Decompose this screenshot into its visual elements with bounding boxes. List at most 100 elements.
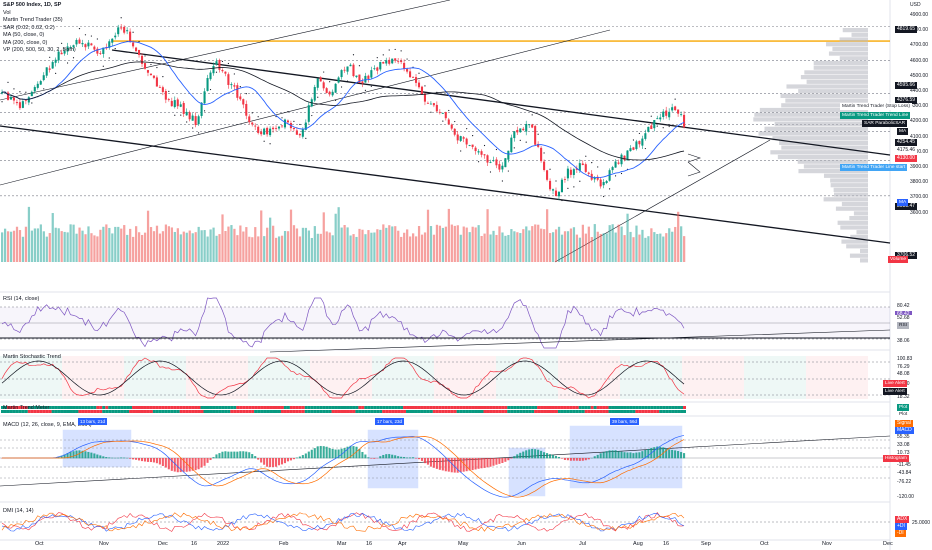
sar-dot <box>483 144 486 147</box>
candle-body <box>301 129 304 137</box>
macd-histogram-bar <box>665 448 668 459</box>
trend-meter-cell <box>560 410 564 413</box>
macd-histogram-bar <box>179 458 182 473</box>
stochastic-pane-title[interactable]: Martin Stochastic Trend <box>3 354 61 360</box>
trend-meter-cell <box>590 410 594 413</box>
candle-body <box>331 91 334 96</box>
volume-bar <box>212 227 215 262</box>
candle-body <box>382 62 385 64</box>
rsi-pane-title[interactable]: RSI (14, close) <box>3 296 40 302</box>
trend-meter-cell <box>563 406 567 409</box>
trend-meter-cell <box>194 406 198 409</box>
trend-meter-pane-title[interactable]: Martin Trend Meter <box>3 405 50 411</box>
sar-dot <box>43 88 45 90</box>
volume-bar <box>215 235 218 262</box>
trend-meter-cell <box>102 410 106 413</box>
macd-histogram-bar <box>152 458 155 463</box>
macd-histogram-bar <box>549 454 552 459</box>
candle-body <box>307 105 310 122</box>
stochastic-zone <box>434 356 496 399</box>
trend-meter-cell <box>334 410 338 413</box>
candle-body <box>75 39 78 45</box>
trend-meter-cell <box>680 406 684 409</box>
price-tag: 4595.66 <box>895 82 918 89</box>
dmi-pane-title[interactable]: DMI (14, 14) <box>3 508 34 514</box>
candle-body <box>674 106 677 111</box>
stochastic-zone <box>558 356 620 399</box>
volume-bar <box>516 232 519 262</box>
volume-bar <box>641 229 644 262</box>
volume-bar <box>30 230 34 262</box>
live-alert-tag: Live Alert <box>883 380 907 387</box>
volume-bar <box>590 237 593 262</box>
trend-meter-cell <box>78 406 82 409</box>
candle-body <box>468 145 471 146</box>
macd-histogram-bar <box>677 451 680 459</box>
trend-meter-cell <box>581 410 585 413</box>
sar-dot <box>555 180 557 182</box>
volume-profile-bar <box>797 159 868 164</box>
volume-bar <box>126 234 129 262</box>
trend-meter-cell <box>155 406 159 409</box>
sar-dot <box>245 93 247 95</box>
candle-body <box>188 112 191 120</box>
candle-body <box>179 104 182 107</box>
trend-meter-cell <box>623 410 627 413</box>
volume-bar <box>81 230 84 262</box>
macd-histogram-bar <box>352 446 355 459</box>
trend-meter-cell <box>117 410 121 413</box>
trend-meter-cell <box>608 406 612 409</box>
candle-body <box>218 60 221 70</box>
volume-bar <box>337 207 340 262</box>
candle-body <box>647 126 650 132</box>
trend-meter-cell <box>453 410 457 413</box>
trend-meter-cell <box>575 406 579 409</box>
legend-item: Vol <box>3 10 11 16</box>
candle-body <box>662 111 665 118</box>
candle-body <box>513 131 516 139</box>
macd-histogram-bar <box>516 454 519 459</box>
trend-meter-cell <box>215 406 219 409</box>
macd-pane-title[interactable]: MACD (12, 26, close, 9, EMA, EMA) <box>3 422 92 428</box>
macd-histogram-bar <box>123 457 126 459</box>
sar-dot <box>49 56 51 58</box>
volume-bar <box>638 234 641 262</box>
candle-body <box>81 43 84 45</box>
trend-meter-cell <box>36 410 40 413</box>
trend-meter-cell <box>152 410 156 413</box>
trend-meter-cell <box>677 410 681 413</box>
candle-body <box>191 115 194 121</box>
sar-dot <box>323 71 325 73</box>
macd-histogram-bar <box>269 458 272 468</box>
stochastic-zone <box>620 356 682 399</box>
candle-body <box>1 92 4 94</box>
volume-bar <box>114 226 117 262</box>
trend-meter-cell <box>105 406 109 409</box>
trend-meter-cell <box>78 410 82 413</box>
trend-meter-cell <box>423 410 427 413</box>
trend-meter-cell <box>391 406 395 409</box>
volume-bar <box>409 236 412 262</box>
sar-dot <box>454 120 456 123</box>
macd-histogram-bar <box>641 451 644 459</box>
candle-body <box>370 70 373 78</box>
candle-body <box>269 128 272 136</box>
macd-histogram-bar <box>572 458 575 461</box>
trend-meter-cell <box>438 410 442 413</box>
trend-meter-cell <box>328 410 332 413</box>
volume-bar <box>123 225 126 262</box>
sar-dot <box>352 54 355 56</box>
volume-bar <box>66 232 69 262</box>
sar-dot <box>221 60 224 63</box>
macd-histogram-bar <box>680 452 683 459</box>
volume-bar <box>164 224 168 262</box>
time-axis-label: 2022 <box>217 541 230 547</box>
volume-profile-bar <box>841 239 868 244</box>
candle-body <box>554 190 558 197</box>
trend-meter-cell <box>540 410 544 413</box>
macd-histogram-bar <box>221 451 224 459</box>
trend-meter-cell <box>522 406 526 409</box>
volume-profile-bar <box>828 51 868 56</box>
trend-meter-cell <box>60 410 64 413</box>
